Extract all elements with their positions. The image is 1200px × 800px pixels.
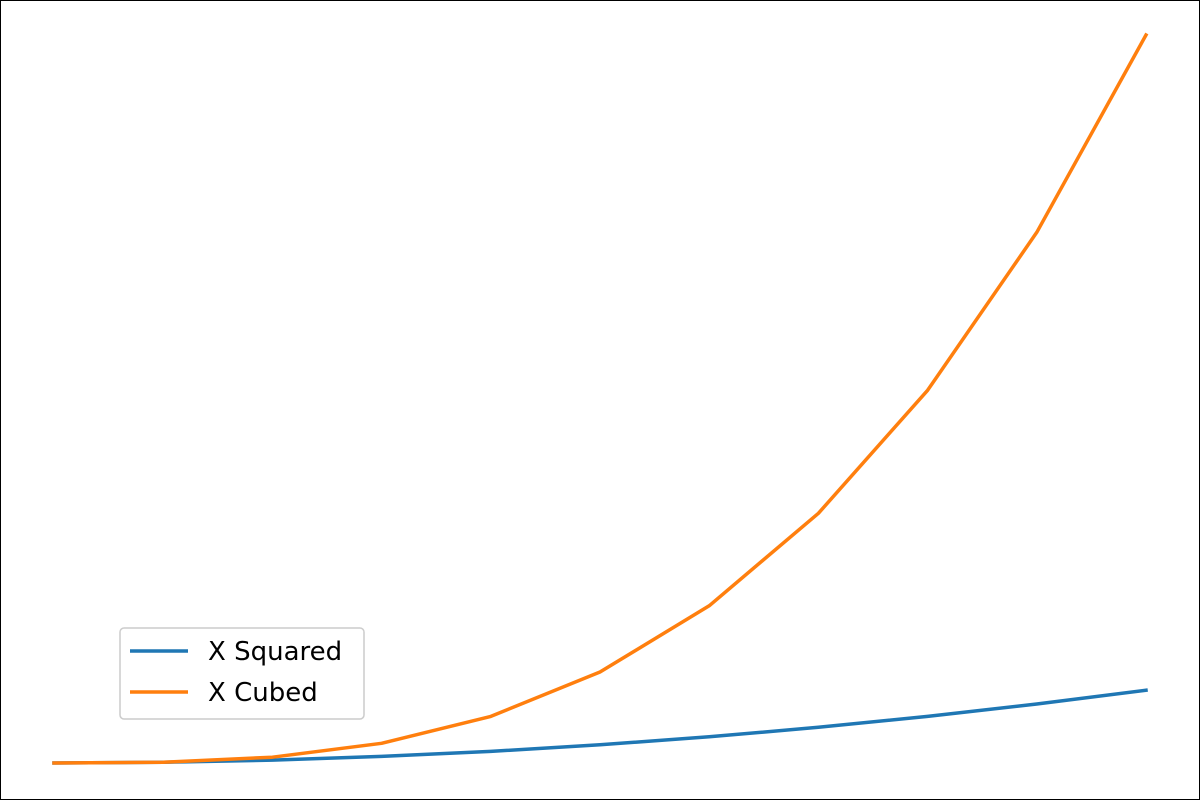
series-line-x-squared: [52, 688, 1148, 765]
series-layer: [52, 32, 1149, 765]
legend-label-x-cubed: X Cubed: [208, 678, 318, 708]
legend: X Squared X Cubed: [119, 627, 365, 720]
series-line-x-cubed: [52, 32, 1149, 765]
legend-label-x-squared: X Squared: [208, 637, 342, 667]
